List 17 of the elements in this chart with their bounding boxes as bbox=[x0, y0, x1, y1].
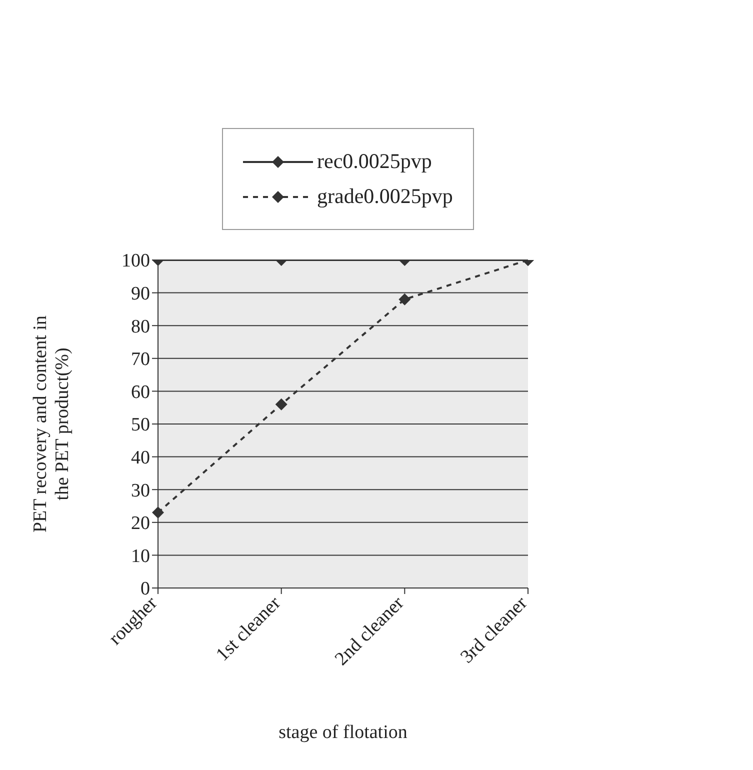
y-tick-label: 70 bbox=[131, 349, 150, 370]
y-tick-label: 90 bbox=[131, 284, 150, 305]
y-tick-label: 20 bbox=[131, 513, 150, 534]
y-tick-label: 30 bbox=[131, 480, 150, 502]
y-tick-label: 60 bbox=[131, 382, 150, 403]
x-axis-title: stage of flotation bbox=[278, 722, 408, 743]
y-tick-label: 100 bbox=[122, 250, 150, 272]
y-tick-label: 40 bbox=[131, 448, 150, 469]
y-tick-label: 0 bbox=[140, 578, 150, 600]
y-tick-label: 80 bbox=[131, 316, 150, 338]
y-tick-label: 10 bbox=[131, 546, 150, 567]
legend-label: rec0.0025pvp bbox=[317, 149, 432, 174]
point bbox=[275, 398, 288, 410]
legend-label: grade0.0025pvp bbox=[317, 184, 453, 209]
y-tick-label: 50 bbox=[131, 414, 150, 436]
point bbox=[152, 506, 164, 519]
y-axis-title: PET recovery and content in the PET product(%) bbox=[30, 314, 73, 533]
